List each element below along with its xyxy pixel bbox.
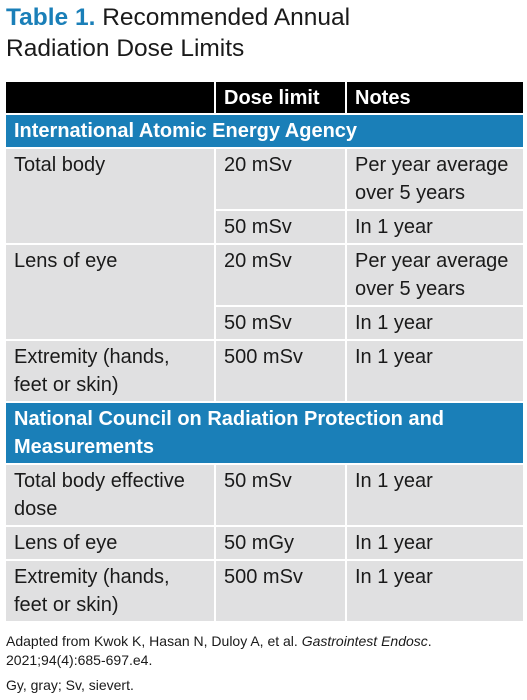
source-suffix: . 2021;94(4):685-697.e4.	[6, 633, 432, 668]
table-row: 50 mSv In 1 year	[5, 209, 525, 245]
source-prefix: Adapted from Kwok K, Hasan N, Duloy A, e…	[6, 633, 302, 649]
row-note: Per year average over 5 years	[345, 243, 525, 307]
abbreviations-footnote: Gy, gray; Sv, sievert.	[6, 677, 134, 693]
row-dose: 50 mSv	[214, 209, 347, 245]
row-note: Per year average over 5 years	[345, 147, 525, 211]
row-note: In 1 year	[345, 339, 525, 403]
table-header-row: Dose limit Notes	[4, 80, 525, 115]
table-row: Total body 20 mSv Per year average over …	[4, 147, 525, 245]
row-dose: 500 mSv	[214, 559, 347, 623]
table-row: Extremity (hands, feet or skin) 500 mSv …	[4, 339, 525, 403]
row-dose: 50 mSv	[214, 305, 347, 341]
row-dose: 20 mSv	[214, 243, 347, 307]
table-number-label: Table 1.	[6, 4, 96, 31]
header-dose-limit: Dose limit	[214, 80, 347, 115]
row-dose: 50 mSv	[214, 463, 347, 527]
header-notes: Notes	[345, 80, 525, 115]
row-item: Extremity (hands, feet or skin)	[4, 339, 216, 403]
row-dose: 50 mGy	[214, 525, 347, 561]
table-row: Lens of eye 50 mGy In 1 year	[4, 525, 525, 561]
table-row: 50 mSv In 1 year	[5, 305, 525, 341]
table-row: Total body effective dose 50 mSv In 1 ye…	[4, 463, 525, 527]
table-row: Extremity (hands, feet or skin) 500 mSv …	[4, 559, 525, 623]
source-journal: Gastrointest Endosc	[301, 633, 428, 649]
header-blank-cell	[4, 80, 216, 115]
row-note: In 1 year	[345, 305, 525, 341]
row-item: Total body effective dose	[4, 463, 216, 527]
table-title-line-1: Recommended Annual	[102, 4, 351, 31]
row-item: Total body	[4, 147, 216, 245]
section-iaea-title: International Atomic Energy Agency	[4, 113, 525, 149]
row-item: Extremity (hands, feet or skin)	[4, 559, 216, 623]
table-row: Lens of eye 20 mSv Per year average over…	[4, 243, 525, 341]
dose-limits-table: Dose limit Notes International Atomic En…	[4, 80, 525, 623]
section-row: National Council on Radiation Protection…	[4, 401, 525, 465]
row-note: In 1 year	[345, 559, 525, 623]
row-dose: 500 mSv	[214, 339, 347, 403]
row-dose: 20 mSv	[214, 147, 347, 211]
source-footnote: Adapted from Kwok K, Hasan N, Duloy A, e…	[6, 632, 521, 670]
table-title-line-2: Radiation Dose Limits	[6, 35, 245, 62]
section-ncrp-title: National Council on Radiation Protection…	[4, 401, 525, 465]
row-item: Lens of eye	[4, 525, 216, 561]
row-note: In 1 year	[345, 463, 525, 527]
row-note: In 1 year	[345, 209, 525, 245]
row-note: In 1 year	[345, 525, 525, 561]
row-item: Lens of eye	[4, 243, 216, 341]
section-row: International Atomic Energy Agency	[4, 113, 525, 149]
table-title: Table 1. Recommended Annual Radiation Do…	[6, 2, 521, 64]
